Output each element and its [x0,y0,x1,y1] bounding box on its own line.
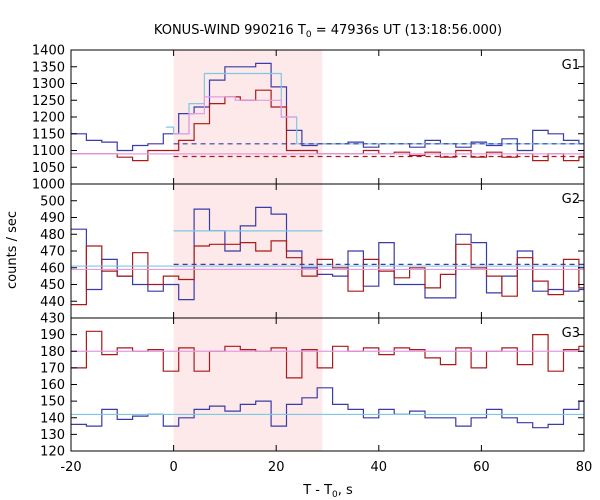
panel-label: G1 [562,58,580,73]
y-tick-label: 480 [40,228,65,243]
x-tick-label: 20 [268,460,285,475]
y-tick-label: 150 [40,395,65,410]
panel-label: G2 [562,192,580,207]
series-step-1 [71,89,584,162]
y-tick-label: 470 [40,245,65,260]
y-tick-label: 460 [40,261,65,276]
y-tick-label: 120 [40,445,65,460]
x-tick-label: 40 [371,460,388,475]
y-tick-label: 180 [40,345,65,360]
y-tick-label: 1050 [32,161,65,176]
y-tick-label: 1350 [32,60,65,75]
y-tick-label: 490 [40,211,65,226]
y-tick-label: 130 [40,428,65,443]
panel-label: G3 [562,326,580,341]
x-tick-label: 60 [473,460,490,475]
x-axis-label: T - T0, s [302,483,353,500]
panel-frame [70,49,585,185]
series-step-0 [71,330,584,379]
y-tick-label: 500 [40,194,65,209]
y-axis-label: counts / sec [5,211,20,289]
y-tick-label: 1300 [32,77,65,92]
chart-title: KONUS-WIND 990216 T0 = 47936s UT (13:18:… [154,23,502,40]
y-tick-label: 440 [40,295,65,310]
x-tick-label: 0 [169,460,177,475]
y-tick-label: 1400 [32,44,65,59]
y-tick-label: 1100 [32,144,65,159]
y-tick-label: 1150 [32,127,65,142]
series-step-0 [71,62,584,152]
series-step-3 [173,96,297,135]
y-tick-label: 140 [40,411,65,426]
y-tick-label: 450 [40,278,65,293]
y-tick-label: 190 [40,328,65,343]
y-tick-label: 430 [40,312,65,327]
y-tick-label: 1250 [32,94,65,109]
series-step-1 [71,387,584,429]
y-tick-label: 1000 [32,178,65,193]
x-tick-label: -20 [60,460,81,475]
panel-frame [70,183,585,319]
x-tick-label: 80 [576,460,593,475]
plot-area: 100010501100115012001250130013501400G143… [32,44,593,476]
series-step-0 [71,206,584,301]
y-tick-label: 160 [40,378,65,393]
y-tick-label: 170 [40,361,65,376]
y-tick-label: 1200 [32,111,65,126]
panel-frame [70,317,585,452]
